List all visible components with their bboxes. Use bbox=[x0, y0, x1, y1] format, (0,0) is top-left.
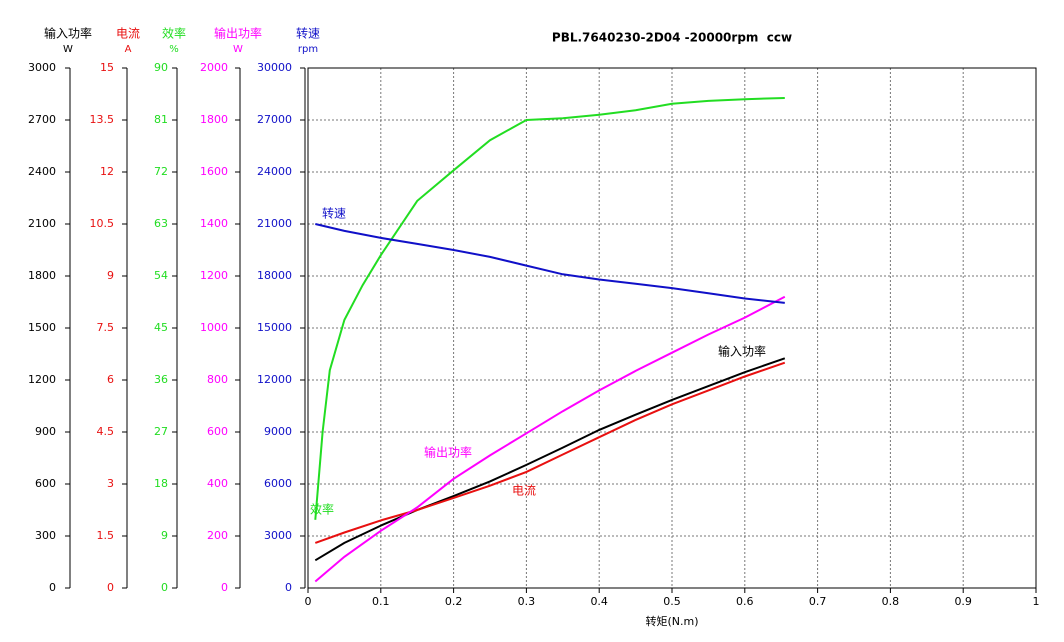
y-tick-label: 1500 bbox=[28, 321, 56, 334]
y-tick-label: 12 bbox=[100, 165, 114, 178]
x-tick-label: 0.2 bbox=[445, 595, 463, 608]
y-tick-label: 800 bbox=[207, 373, 228, 386]
y-tick-label: 54 bbox=[154, 269, 168, 282]
axis-unit: A bbox=[125, 44, 132, 55]
y-tick-label: 0 bbox=[161, 581, 168, 594]
y-tick-label: 2700 bbox=[28, 113, 56, 126]
axis-name: 转速 bbox=[296, 26, 320, 41]
y-tick-label: 9 bbox=[107, 269, 114, 282]
y-tick-label: 15000 bbox=[257, 321, 292, 334]
y-tick-label: 1200 bbox=[28, 373, 56, 386]
y-tick-label: 36 bbox=[154, 373, 168, 386]
y-tick-label: 2100 bbox=[28, 217, 56, 230]
y-tick-label: 63 bbox=[154, 217, 168, 230]
y-tick-label: 9 bbox=[161, 529, 168, 542]
y-tick-label: 7.5 bbox=[97, 321, 115, 334]
y-tick-label: 9000 bbox=[264, 425, 292, 438]
x-tick-label: 1 bbox=[1033, 595, 1040, 608]
y-tick-label: 81 bbox=[154, 113, 168, 126]
axis-name: 效率 bbox=[162, 26, 186, 41]
y-tick-label: 0 bbox=[285, 581, 292, 594]
axis-name: 输出功率 bbox=[214, 26, 262, 41]
y-tick-label: 600 bbox=[207, 425, 228, 438]
axis-unit: rpm bbox=[298, 44, 318, 55]
x-tick-label: 0.3 bbox=[518, 595, 536, 608]
y-tick-label: 24000 bbox=[257, 165, 292, 178]
y-tick-label: 3000 bbox=[28, 61, 56, 74]
y-tick-label: 6000 bbox=[264, 477, 292, 490]
plot-frame bbox=[307, 67, 1037, 589]
y-tick-label: 90 bbox=[154, 61, 168, 74]
series-line bbox=[314, 97, 785, 520]
y-tick-label: 27 bbox=[154, 425, 168, 438]
y-tick-label: 600 bbox=[35, 477, 56, 490]
y-tick-label: 1000 bbox=[200, 321, 228, 334]
axis-name: 电流 bbox=[116, 27, 140, 41]
y-tick-label: 15 bbox=[100, 61, 114, 74]
y-tick-label: 3000 bbox=[264, 529, 292, 542]
y-tick-label: 21000 bbox=[257, 217, 292, 230]
series-label: 输入功率 bbox=[718, 344, 766, 359]
x-tick-label: 0.6 bbox=[736, 595, 754, 608]
axis-unit: % bbox=[169, 44, 179, 55]
y-tick-label: 1200 bbox=[200, 269, 228, 282]
x-tick-label: 0.5 bbox=[663, 595, 681, 608]
series-line bbox=[314, 295, 786, 583]
y-tick-label: 10.5 bbox=[90, 217, 115, 230]
axis-name: 输入功率 bbox=[44, 26, 92, 41]
y-tick-label: 72 bbox=[154, 165, 168, 178]
y-tick-label: 18000 bbox=[257, 269, 292, 282]
y-tick-label: 4.5 bbox=[97, 425, 115, 438]
y-tick-label: 2000 bbox=[200, 61, 228, 74]
series-label: 电流 bbox=[512, 484, 536, 498]
y-tick-label: 6 bbox=[107, 373, 114, 386]
y-tick-label: 300 bbox=[35, 529, 56, 542]
y-tick-label: 900 bbox=[35, 425, 56, 438]
y-tick-label: 1800 bbox=[200, 113, 228, 126]
y-tick-label: 0 bbox=[49, 581, 56, 594]
y-tick-label: 18 bbox=[154, 477, 168, 490]
y-tick-label: 27000 bbox=[257, 113, 292, 126]
x-tick-label: 0.4 bbox=[590, 595, 608, 608]
series-line bbox=[315, 223, 785, 304]
series-label: 转速 bbox=[322, 206, 346, 221]
y-tick-label: 13.5 bbox=[90, 113, 115, 126]
y-tick-label: 1800 bbox=[28, 269, 56, 282]
y-tick-label: 0 bbox=[107, 581, 114, 594]
series-label: 输出功率 bbox=[424, 445, 472, 460]
y-tick-label: 30000 bbox=[257, 61, 292, 74]
series-line bbox=[314, 361, 786, 544]
x-tick-label: 0.1 bbox=[372, 595, 390, 608]
series-line bbox=[314, 357, 786, 562]
y-tick-label: 0 bbox=[221, 581, 228, 594]
y-tick-label: 200 bbox=[207, 529, 228, 542]
x-tick-label: 0.9 bbox=[954, 595, 972, 608]
y-tick-label: 12000 bbox=[257, 373, 292, 386]
x-axis-label: 转矩(N.m) bbox=[645, 614, 698, 628]
axis-unit: W bbox=[63, 44, 73, 55]
y-tick-label: 1400 bbox=[200, 217, 228, 230]
series-label: 效率 bbox=[310, 502, 334, 517]
y-tick-label: 3 bbox=[107, 477, 114, 490]
x-tick-label: 0.7 bbox=[809, 595, 827, 608]
x-tick-label: 0 bbox=[305, 595, 312, 608]
chart-title: PBL.7640230-2D04 -20000rpm ccw bbox=[552, 31, 792, 45]
axis-unit: W bbox=[233, 44, 243, 55]
y-tick-label: 1600 bbox=[200, 165, 228, 178]
y-tick-label: 45 bbox=[154, 321, 168, 334]
y-tick-label: 1.5 bbox=[97, 529, 115, 542]
y-tick-label: 400 bbox=[207, 477, 228, 490]
y-tick-label: 2400 bbox=[28, 165, 56, 178]
x-tick-label: 0.8 bbox=[882, 595, 900, 608]
